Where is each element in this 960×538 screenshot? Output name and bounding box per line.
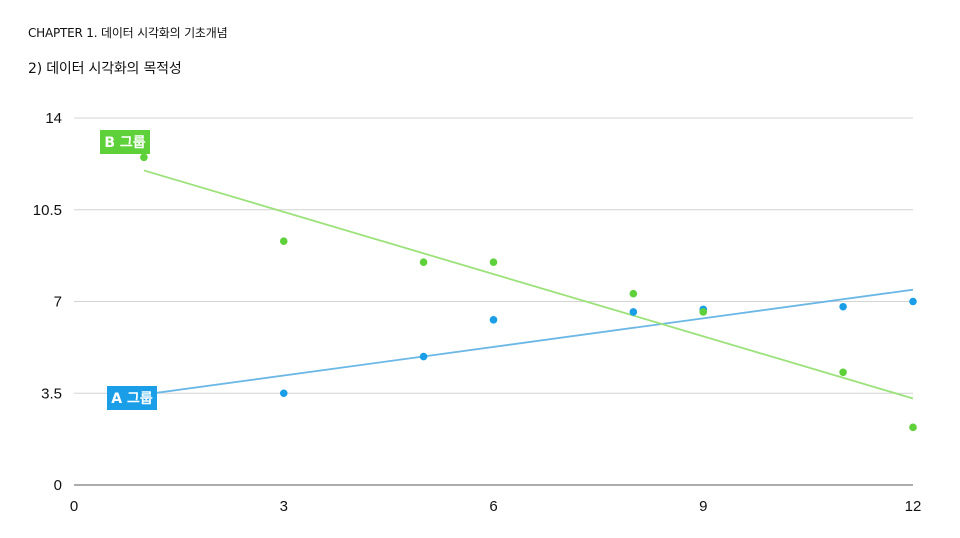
x-tick-label: 3 [280,498,288,515]
chapter-heading: CHAPTER 1. 데이터 시각화의 기초개념 [28,26,228,40]
data-point-series-1 [279,237,288,246]
data-point-series-0 [489,316,498,324]
trendline-series-1 [143,169,914,400]
data-point-series-0 [419,352,428,361]
data-point-series-1 [140,153,148,162]
series-tag-1 [100,130,150,154]
trendline-series-0 [143,288,914,396]
data-point-series-1 [839,368,847,377]
y-tick-label: 7 [54,294,62,311]
data-point-series-1 [419,258,428,266]
x-tick-label: 0 [70,498,78,515]
data-point-series-0 [279,389,288,398]
x-tick-label: 12 [905,498,922,515]
series-tag-label-0: A 그룹 [111,391,153,407]
y-tick-label: 0 [54,477,62,494]
y-tick-label: 14 [45,110,62,127]
y-tick-label: 3.5 [41,385,62,402]
x-tick-label: 9 [699,498,707,515]
series-tag-0 [107,386,157,410]
section-subtitle: 2) 데이터 시각화의 목적성 [28,61,182,77]
data-point-series-0 [909,297,917,306]
y-tick-label: 10.5 [33,202,62,219]
data-point-series-1 [489,258,498,266]
data-point-series-0 [839,302,847,311]
x-tick-label: 6 [489,498,497,515]
data-point-series-1 [699,308,708,316]
data-point-series-1 [629,289,638,298]
series-tag-label-1: B 그룹 [104,135,145,151]
data-point-series-0 [629,308,638,316]
data-point-series-1 [909,423,917,432]
